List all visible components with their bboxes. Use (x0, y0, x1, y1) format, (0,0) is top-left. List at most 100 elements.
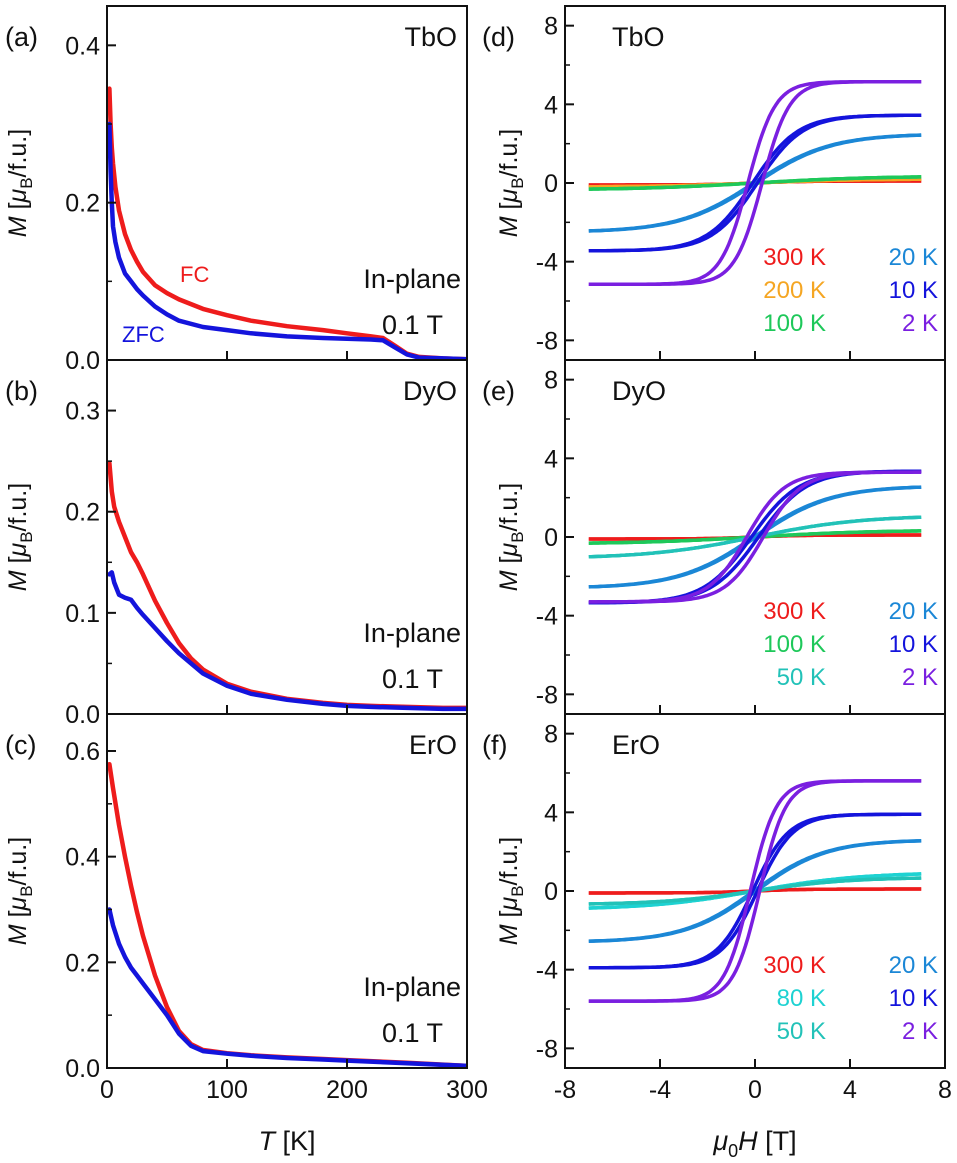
x-axis-label-unit: [K] (275, 1126, 316, 1156)
y-tick-label: 0.3 (65, 398, 100, 426)
field-label: 0.1 T (382, 664, 443, 694)
y-axis-label-mu: μ (4, 542, 32, 557)
y-axis-label: M [μB/f.u.] (495, 837, 527, 945)
x-tick-label: 300 (446, 1076, 488, 1104)
y-tick-label: 0.0 (65, 347, 100, 375)
y-axis-label-symbol: M (4, 570, 32, 591)
y-axis-label-part: /f.u.] (495, 837, 523, 886)
y-tick-label: 0.2 (65, 499, 100, 527)
y-axis-label-part: /f.u.] (4, 483, 32, 532)
field-label: 0.1 T (382, 1018, 443, 1048)
legend-entry: 300 K (763, 244, 826, 271)
condition-label: In-plane (363, 264, 461, 294)
legend-entry: 300 K (763, 598, 826, 625)
y-axis-label-part: [ (495, 202, 523, 216)
y-axis-label-subscript: B (17, 885, 36, 896)
y-tick-label: 0.4 (65, 844, 100, 872)
y-axis-label-subscript: B (508, 885, 527, 896)
y-axis-label-part: /f.u.] (495, 483, 523, 532)
condition-label: In-plane (363, 972, 461, 1002)
x-tick-label: 8 (938, 1076, 952, 1104)
x-axis-label-field: μ0H [T] (712, 1126, 796, 1161)
series-group (588, 79, 922, 287)
legend-entry: 100 K (763, 631, 826, 658)
field-label: 0.1 T (382, 310, 443, 340)
y-axis-label-part: /f.u.] (495, 129, 523, 178)
series-line-zfc (107, 907, 467, 1068)
legend-entry: 2 K (902, 664, 938, 691)
loop-branch-down-2k (588, 779, 922, 1003)
sample-name: DyO (612, 376, 666, 406)
y-axis-label-mu: μ (4, 188, 32, 203)
y-axis-label: M [μB/f.u.] (4, 837, 36, 945)
y-tick-label: -4 (536, 603, 558, 631)
panel-label: (e) (482, 376, 515, 406)
x-axis-label-symbol: H (738, 1126, 758, 1156)
y-tick-label: 0.2 (65, 949, 100, 977)
x-tick-label: 0 (748, 1076, 762, 1104)
y-axis-label: M [μB/f.u.] (4, 483, 36, 591)
x-tick-label: 0 (100, 1076, 114, 1104)
legend-entry: 80 K (777, 985, 826, 1012)
y-tick-label: 0.6 (65, 738, 100, 766)
legend-entry: 20 K (889, 244, 938, 271)
y-tick-label: 0.1 (65, 600, 100, 628)
legend-entry: 20 K (889, 598, 938, 625)
y-tick-label: 0.0 (65, 1055, 100, 1083)
legend-entry: 10 K (889, 985, 938, 1012)
sample-name: TbO (404, 22, 457, 52)
series-group (588, 469, 922, 605)
y-tick-label: 0 (544, 170, 558, 198)
zfc-label: ZFC (122, 322, 165, 347)
y-axis-label-subscript: B (17, 177, 36, 188)
plot-frame (106, 5, 468, 361)
y-axis-label-mu: μ (495, 188, 523, 203)
y-axis-label-mu: μ (495, 896, 523, 911)
y-axis-label-part: [ (4, 910, 32, 924)
y-tick-label: 0.4 (65, 32, 100, 60)
panel-a: 0.0 0.2 0.4 M [μB/f.u.] (a) TbO In-plane 0.1 T F… (4, 5, 468, 375)
y-tick-label: 4 (544, 445, 558, 473)
y-axis-label-mu: μ (4, 896, 32, 911)
y-axis-label-symbol: M (495, 570, 523, 591)
sample-name: ErO (612, 730, 660, 760)
y-tick-label: -8 (536, 1035, 558, 1063)
series-group (107, 86, 467, 360)
y-axis-label-part: /f.u.] (4, 837, 32, 886)
series-line-zfc (107, 570, 467, 712)
legend-entry: 20 K (889, 952, 938, 979)
panel-label: (a) (5, 22, 38, 52)
loop-branch-down-20k (588, 485, 922, 589)
y-tick-label: -8 (536, 327, 558, 355)
legend-entry: 2 K (902, 310, 938, 337)
legend-entry: 300 K (763, 952, 826, 979)
sample-name: DyO (403, 376, 457, 406)
y-axis-label-mu: μ (495, 542, 523, 557)
y-axis-label-part: [ (495, 556, 523, 570)
x-tick-label: -4 (649, 1076, 671, 1104)
y-tick-label: 4 (544, 799, 558, 827)
x-tick-label: 4 (843, 1076, 857, 1104)
y-axis-label-symbol: M (495, 924, 523, 945)
x-axis-label-unit: [T] (758, 1126, 797, 1156)
panel-f: -8 -4 0 4 8 -8 -4 0 4 8 M [μB/f.u.] (f) ErO 300 K 20 K… (482, 713, 952, 1104)
loop-branch-down-10k (588, 113, 922, 253)
series-group (107, 761, 467, 1068)
legend-entry: 10 K (889, 631, 938, 658)
y-tick-label: 4 (544, 91, 558, 119)
y-axis-label-part: /f.u.] (4, 129, 32, 178)
y-axis-label-symbol: M (4, 216, 32, 237)
y-tick-label: 0.0 (65, 701, 100, 729)
y-axis-label-subscript: B (508, 531, 527, 542)
panel-e: -8 -4 0 4 8 M [μB/f.u.] (e) DyO 300 K 20 K 100 K 10… (482, 359, 946, 715)
x-axis-label-mu: μ (712, 1126, 728, 1156)
panel-label: (c) (5, 730, 36, 760)
series-line-zfc (107, 121, 467, 360)
series-group (107, 460, 467, 712)
y-tick-label: 8 (544, 13, 558, 41)
loop-branch-down-2k (588, 79, 922, 287)
panel-label: (d) (482, 22, 515, 52)
y-axis-label-symbol: M (4, 924, 32, 945)
loop-branch-down-2k (588, 470, 922, 604)
legend-entry: 100 K (763, 310, 826, 337)
